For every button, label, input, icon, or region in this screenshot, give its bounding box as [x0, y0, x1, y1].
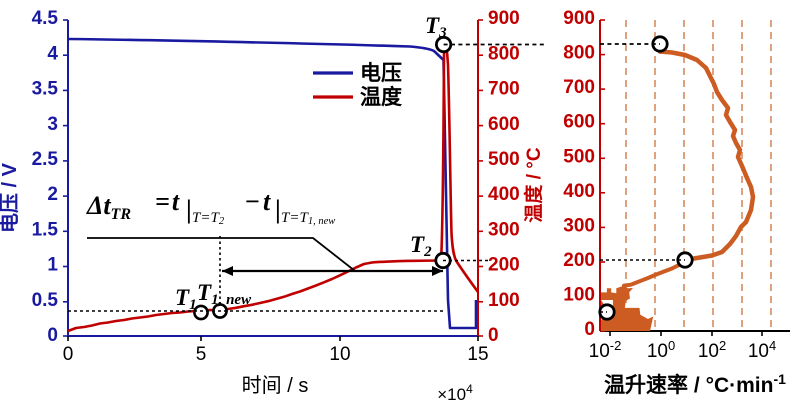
svg-text:0: 0	[488, 325, 499, 346]
svg-text:100: 100	[488, 290, 520, 311]
svg-text:t: t	[263, 187, 271, 216]
svg-text:600: 600	[563, 112, 595, 133]
svg-text:200: 200	[563, 250, 595, 271]
svg-text:4: 4	[47, 44, 58, 65]
svg-text:0: 0	[584, 319, 595, 340]
svg-text:时间 / s: 时间 / s	[242, 374, 309, 397]
svg-text:800: 800	[563, 43, 595, 64]
svg-text:500: 500	[563, 146, 595, 167]
svg-text:温度 / °C: 温度 / °C	[522, 147, 545, 222]
svg-text:1: 1	[47, 255, 58, 276]
svg-text:600: 600	[488, 114, 520, 135]
svg-text:200: 200	[488, 255, 520, 276]
svg-text:4.5: 4.5	[32, 8, 59, 29]
svg-text:电压: 电压	[360, 62, 402, 85]
svg-text:|: |	[275, 195, 281, 224]
svg-text:10: 10	[329, 344, 350, 365]
svg-text:300: 300	[488, 220, 520, 241]
svg-text:3.5: 3.5	[32, 79, 59, 100]
svg-text:400: 400	[563, 181, 595, 202]
svg-text:100: 100	[563, 285, 595, 306]
svg-text:=t: =t	[155, 187, 180, 216]
svg-text:1.5: 1.5	[32, 220, 59, 241]
svg-text:700: 700	[488, 79, 520, 100]
svg-text:温度: 温度	[360, 85, 402, 109]
svg-text:700: 700	[563, 77, 595, 98]
svg-text:900: 900	[563, 8, 595, 29]
svg-text:电压 / V: 电压 / V	[0, 162, 21, 233]
svg-text:5: 5	[196, 344, 207, 365]
svg-text:2.5: 2.5	[32, 149, 59, 170]
svg-text:0.5: 0.5	[32, 290, 59, 311]
svg-text:800: 800	[488, 44, 520, 65]
svg-text:15: 15	[467, 344, 488, 365]
svg-text:300: 300	[563, 215, 595, 236]
svg-text:−: −	[245, 187, 260, 216]
svg-text:500: 500	[488, 149, 520, 170]
svg-text:400: 400	[488, 184, 520, 205]
svg-text:0: 0	[63, 344, 74, 365]
svg-text:温升速率 / °C·min-1: 温升速率 / °C·min-1	[604, 371, 786, 397]
svg-text:2: 2	[47, 184, 58, 205]
svg-text:0: 0	[47, 325, 58, 346]
svg-text:900: 900	[488, 8, 520, 29]
svg-text:3: 3	[47, 114, 58, 135]
svg-text:|: |	[186, 195, 192, 224]
